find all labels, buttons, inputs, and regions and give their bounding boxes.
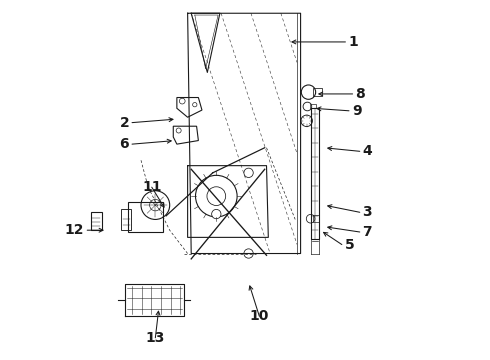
Text: 6: 6: [120, 137, 129, 151]
Text: 4: 4: [363, 144, 372, 158]
Text: 5: 5: [344, 238, 354, 252]
Text: 10: 10: [250, 309, 269, 323]
Text: 11: 11: [142, 180, 162, 194]
Text: 7: 7: [363, 225, 372, 239]
Circle shape: [244, 249, 253, 258]
Text: 8: 8: [355, 87, 365, 101]
Text: 2: 2: [120, 116, 129, 130]
Text: 3: 3: [363, 205, 372, 219]
Text: 1: 1: [348, 35, 358, 49]
Circle shape: [212, 210, 221, 219]
Text: 9: 9: [352, 104, 362, 118]
Text: 12: 12: [65, 223, 84, 237]
Circle shape: [244, 168, 253, 177]
Text: 13: 13: [146, 331, 165, 345]
